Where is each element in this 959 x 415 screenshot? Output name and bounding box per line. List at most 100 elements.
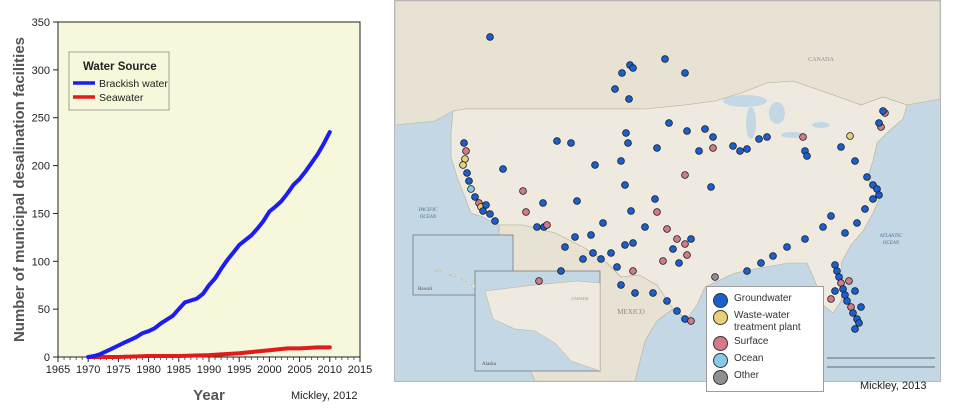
facility-point (853, 219, 861, 227)
legend-label: Brackish water (99, 78, 168, 90)
label-pacific-ocean: OCEAN (420, 215, 437, 220)
facility-point (841, 229, 849, 237)
facility-point (687, 235, 695, 243)
facility-point (869, 195, 877, 203)
desalination-chart: 0 50 100 150 200 250 300 350 1965 1970 1975 1980 198… (0, 0, 380, 410)
legend-label: Groundwater (734, 293, 792, 304)
y-tick-label: 50 (38, 304, 50, 316)
y-tick-label: 300 (32, 65, 50, 77)
facility-point (837, 143, 845, 151)
facility-point (649, 289, 657, 297)
facility-point (522, 208, 530, 216)
series-line-seawater (86, 345, 332, 359)
facility-point (819, 223, 827, 231)
legend-row-wastewater: Waste-water treatment plant (713, 310, 817, 334)
facility-point (591, 161, 599, 169)
facility-point (519, 187, 527, 195)
facility-point (827, 295, 835, 303)
facility-point (769, 252, 777, 260)
facility-point (618, 69, 626, 77)
facility-point (625, 95, 633, 103)
facility-point (799, 133, 807, 141)
facility-point (659, 257, 667, 265)
lake-huron (769, 102, 785, 124)
facility-point (711, 273, 719, 281)
facility-point (629, 239, 637, 247)
facility-point (763, 133, 771, 141)
legend-row-groundwater: Groundwater (713, 293, 817, 308)
facility-point (599, 219, 607, 227)
facility-point (846, 132, 854, 140)
legend-label: Ocean (734, 353, 764, 364)
facility-point (467, 185, 475, 193)
label-mexico: MEXICO (617, 308, 645, 316)
facility-point (611, 85, 619, 93)
facility-point (571, 233, 579, 241)
ocean-swatch (713, 353, 728, 368)
facility-point (629, 64, 637, 72)
facility-point (617, 157, 625, 165)
facility-point (851, 157, 859, 165)
groundwater-swatch (713, 293, 728, 308)
legend-label: Waste-water treatment plant (734, 310, 801, 333)
y-tick-label: 150 (32, 208, 50, 220)
x-axis-label: Year (193, 387, 225, 404)
x-tick-label: 2015 (348, 364, 372, 376)
facility-point (663, 297, 671, 305)
facility-point (622, 129, 630, 137)
facility-point (701, 125, 709, 133)
x-tick-label: 1980 (136, 364, 160, 376)
facility-point (587, 231, 595, 239)
map-labels: CANADA PACIFIC OCEAN ATLANTIC OCEAN MEXICO Haw… (418, 57, 903, 367)
facility-point (543, 221, 551, 229)
facility-point (669, 245, 677, 253)
label-alaska: Alaska (482, 362, 497, 367)
legend-title: Water Source (83, 61, 157, 73)
facility-point (843, 297, 851, 305)
lake-erie (781, 132, 805, 138)
facility-point (460, 139, 468, 147)
facility-point (849, 309, 857, 317)
facility-point (617, 281, 625, 289)
facility-point (653, 144, 661, 152)
facility-point (479, 207, 487, 215)
facility-point (459, 161, 467, 169)
facility-point (743, 145, 751, 153)
facility-point (535, 277, 543, 285)
facility-point (631, 289, 639, 297)
facility-point (573, 197, 581, 205)
facility-point (673, 307, 681, 315)
legend-row-ocean: Ocean (713, 353, 817, 368)
chart-credit: Mickley, 2012 (291, 390, 358, 402)
facility-point (857, 303, 865, 311)
facility-point (533, 223, 541, 231)
x-tick-label: 2010 (318, 364, 342, 376)
scale-bar (827, 357, 935, 368)
facility-point (675, 259, 683, 267)
lake-ontario (812, 122, 830, 128)
lake-michigan (746, 107, 756, 139)
facility-point (491, 217, 499, 225)
facility-point (621, 241, 629, 249)
label-hawaii: Hawaii (418, 287, 433, 292)
facility-point (755, 135, 763, 143)
facility-point (465, 177, 473, 185)
desalination-map: CANADA PACIFIC OCEAN ATLANTIC OCEAN MEXICO Haw… (394, 0, 941, 382)
facility-point (663, 225, 671, 233)
facility-point (462, 147, 470, 155)
legend-row-other: Other (713, 370, 817, 385)
x-tick-label: 2005 (287, 364, 311, 376)
label-canada-inset: CANADA (571, 296, 588, 301)
x-tick-label: 1995 (227, 364, 251, 376)
facility-point (661, 55, 669, 63)
map-legend: Groundwater Waste-water treatment plant … (706, 286, 824, 392)
facility-point (803, 152, 811, 160)
facility-point (589, 249, 597, 257)
y-tick-label: 250 (32, 113, 50, 125)
y-axis-label: Number of municipal desalination facilit… (11, 37, 28, 342)
label-pacific-ocean: PACIFIC (418, 208, 438, 213)
facility-point (567, 139, 575, 147)
x-tick-label: 1985 (167, 364, 191, 376)
facility-point (463, 169, 471, 177)
facility-point (736, 147, 744, 155)
